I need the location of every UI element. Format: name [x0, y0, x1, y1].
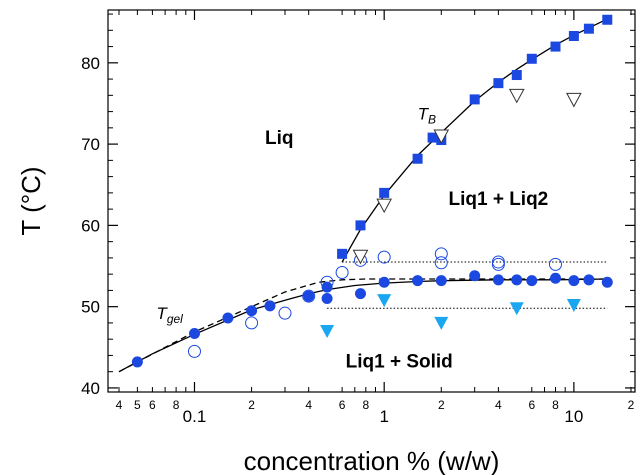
x-minor-tick-label: 4 — [116, 398, 123, 412]
y-tick-label: 40 — [81, 379, 100, 398]
data-point-circle — [435, 275, 447, 287]
x-tick-label: 10 — [564, 407, 583, 426]
x-minor-tick-label: 8 — [552, 398, 559, 412]
data-point-circle — [354, 288, 366, 300]
data-point-square — [427, 132, 438, 143]
data-point-circle — [568, 275, 580, 287]
data-point-square — [469, 94, 480, 105]
data-point-filled-triangle — [566, 299, 581, 313]
x-minor-tick-label: 8 — [173, 398, 180, 412]
data-point-square — [493, 78, 504, 89]
x-minor-tick-label: 6 — [339, 398, 346, 412]
x-minor-tick-label: 2 — [438, 398, 445, 412]
data-point-open-circle — [434, 256, 448, 270]
data-point-square — [379, 187, 390, 198]
data-point-square — [337, 248, 348, 259]
region-label: Liq1 + Liq2 — [448, 189, 548, 210]
region-label: Liq — [265, 128, 294, 149]
data-point-square — [602, 14, 613, 25]
data-point-circle — [246, 305, 258, 317]
data-point-square — [526, 53, 537, 64]
plot-border — [107, 9, 636, 393]
data-point-open-circle — [548, 257, 562, 271]
y-axis: 40 50 60 70 80 — [81, 13, 635, 398]
x-tick-label: 0.1 — [183, 407, 207, 426]
curve-solid — [341, 18, 608, 263]
x-minor-tick-label: 2 — [248, 398, 255, 412]
x-axis: 0.1 1 104 5 6 8 2 4 6 8 2 4 6 8 2 — [116, 10, 635, 426]
data-point-open-triangle — [376, 198, 393, 214]
data-point-square — [583, 23, 594, 34]
plot-frame — [107, 9, 636, 393]
data-point-square — [355, 220, 366, 231]
x-minor-tick-label: 4 — [305, 398, 312, 412]
data-point-circle — [321, 293, 333, 305]
data-point-circle — [188, 327, 200, 339]
data-point-square — [568, 31, 579, 42]
data-point-open-circle — [320, 275, 334, 289]
data-point-open-triangle — [433, 129, 450, 145]
annotation-label: Tgel — [156, 304, 183, 326]
markers — [131, 14, 613, 368]
labels: Liq Liq1 + Liq2 Liq1 + Solid TB Tgel — [156, 105, 548, 373]
y-axis-title: T (°C) — [16, 166, 46, 235]
data-point-open-circle — [434, 247, 448, 261]
x-tick-label: 1 — [379, 407, 388, 426]
annotation-label: TB — [418, 105, 436, 127]
data-point-open-circle — [491, 257, 505, 271]
data-point-circle — [264, 300, 276, 312]
data-point-circle — [469, 270, 481, 282]
data-point-filled-triangle — [377, 294, 392, 308]
x-axis-title: concentration % (w/w) — [244, 446, 500, 475]
data-point-open-triangle — [508, 88, 525, 104]
data-point-circle — [583, 274, 595, 286]
data-point-open-triangle — [352, 249, 369, 265]
data-point-circle — [303, 290, 315, 302]
x-minor-tick-label: 4 — [495, 398, 502, 412]
data-point-circle — [222, 312, 234, 324]
data-point-open-circle — [335, 266, 349, 280]
data-point-open-circle — [278, 306, 292, 320]
data-point-circle — [131, 356, 143, 368]
data-point-square — [550, 41, 561, 52]
data-point-circle — [526, 275, 538, 287]
data-point-circle — [511, 274, 523, 286]
data-point-square — [412, 153, 423, 164]
data-point-circle — [378, 276, 390, 288]
x-minor-tick-label: 6 — [528, 398, 535, 412]
region-label: Liq1 + Solid — [346, 352, 453, 373]
y-tick-label: 60 — [81, 216, 100, 235]
data-point-filled-triangle — [320, 325, 335, 339]
data-point-filled-triangle — [434, 316, 449, 330]
data-point-open-circle — [187, 344, 201, 358]
curve-solid — [118, 278, 608, 373]
curve-dashed — [118, 278, 608, 373]
data-point-open-circle — [302, 289, 316, 303]
data-point-circle — [412, 275, 424, 287]
data-point-open-circle — [245, 316, 259, 330]
y-tick-label: 70 — [81, 135, 100, 154]
x-minor-tick-label: 5 — [134, 398, 141, 412]
data-point-filled-triangle — [509, 302, 524, 316]
data-point-square — [511, 70, 522, 81]
x-minor-tick-label: 2 — [628, 398, 635, 412]
data-point-circle — [492, 274, 504, 286]
y-tick-label: 50 — [81, 298, 100, 317]
data-point-open-circle — [491, 255, 505, 269]
y-tick-label: 80 — [81, 54, 100, 73]
data-point-open-triangle — [566, 92, 582, 108]
x-minor-tick-label: 8 — [362, 398, 369, 412]
data-point-circle — [601, 276, 613, 288]
data-point-circle — [321, 281, 333, 293]
data-point-circle — [549, 272, 561, 284]
x-minor-tick-label: 6 — [149, 398, 156, 412]
data-point-open-circle — [377, 250, 391, 264]
